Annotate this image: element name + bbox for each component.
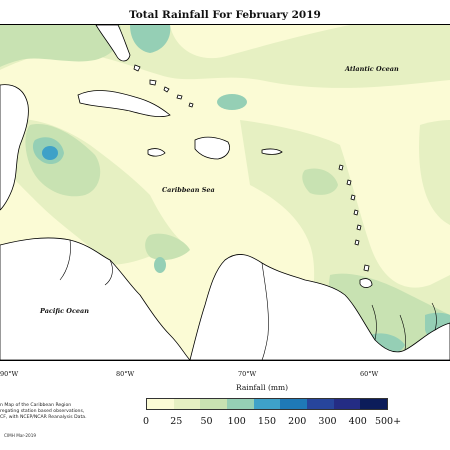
legend-swatch: [333, 399, 361, 409]
map-notes: n Map of the Caribbean Region regating s…: [0, 403, 140, 422]
jamaica-landmass: [147, 148, 166, 157]
pacific-ocean-label: Pacific Ocean: [39, 307, 89, 315]
yucatan-landmass: [0, 84, 29, 211]
hispaniola-landmass: [194, 136, 230, 160]
legend-tick-label: 500+: [374, 416, 402, 427]
atlantic-ocean-label: Atlantic Ocean: [344, 65, 399, 73]
south-america-landmass: [189, 254, 450, 360]
legend-swatch: [280, 399, 308, 409]
legend-title: Rainfall (mm): [236, 383, 289, 392]
legend-tick-label: 100: [227, 416, 246, 427]
legend-tick-label: 300: [318, 416, 337, 427]
country-borders: [59, 239, 437, 360]
legend-tick-label: 200: [288, 416, 307, 427]
legend-swatch: [200, 399, 228, 409]
note-line: n Map of the Caribbean Region: [0, 403, 72, 408]
legend-swatch: [253, 399, 281, 409]
legend-swatch: [307, 399, 334, 409]
legend-tick-label: 400: [348, 416, 367, 427]
caribbean-sea-label: Caribbean Sea: [162, 186, 215, 194]
map-canvas: Atlantic Ocean Caribbean Sea Pacific Oce…: [0, 25, 450, 360]
map-title: Total Rainfall For February 2019: [129, 9, 321, 21]
legend-colorbar: [146, 398, 388, 410]
legend-tick-label: 150: [257, 416, 277, 427]
legend-swatch: [173, 399, 201, 409]
legend-swatch: [147, 399, 174, 409]
note-line: regating station based observations,: [0, 409, 85, 415]
rainfall-map: Atlantic Ocean Caribbean Sea Pacific Oce…: [0, 24, 450, 361]
cuba-landmass: [77, 90, 171, 118]
puerto-rico-landmass: [261, 148, 283, 155]
longitude-label-90w: 90°W: [0, 370, 19, 378]
legend-swatch: [360, 399, 388, 409]
legend-swatch: [227, 399, 254, 409]
central-america-landmass: [0, 237, 191, 360]
longitude-label-60w: 60°W: [360, 370, 379, 378]
longitude-label-80w: 80°W: [116, 370, 135, 378]
legend-tick-label: 50: [200, 416, 213, 427]
credit-text: CIMH Mar-2019: [4, 433, 37, 438]
florida-landmass: [95, 25, 131, 62]
note-line: CF, with NCEP/NCAR Reanalysis Data.: [0, 415, 87, 421]
longitude-label-70w: 70°W: [238, 370, 257, 378]
legend-tick-label: 0: [142, 416, 150, 427]
legend-tick-label: 25: [170, 416, 183, 427]
land-masses: [0, 25, 450, 360]
